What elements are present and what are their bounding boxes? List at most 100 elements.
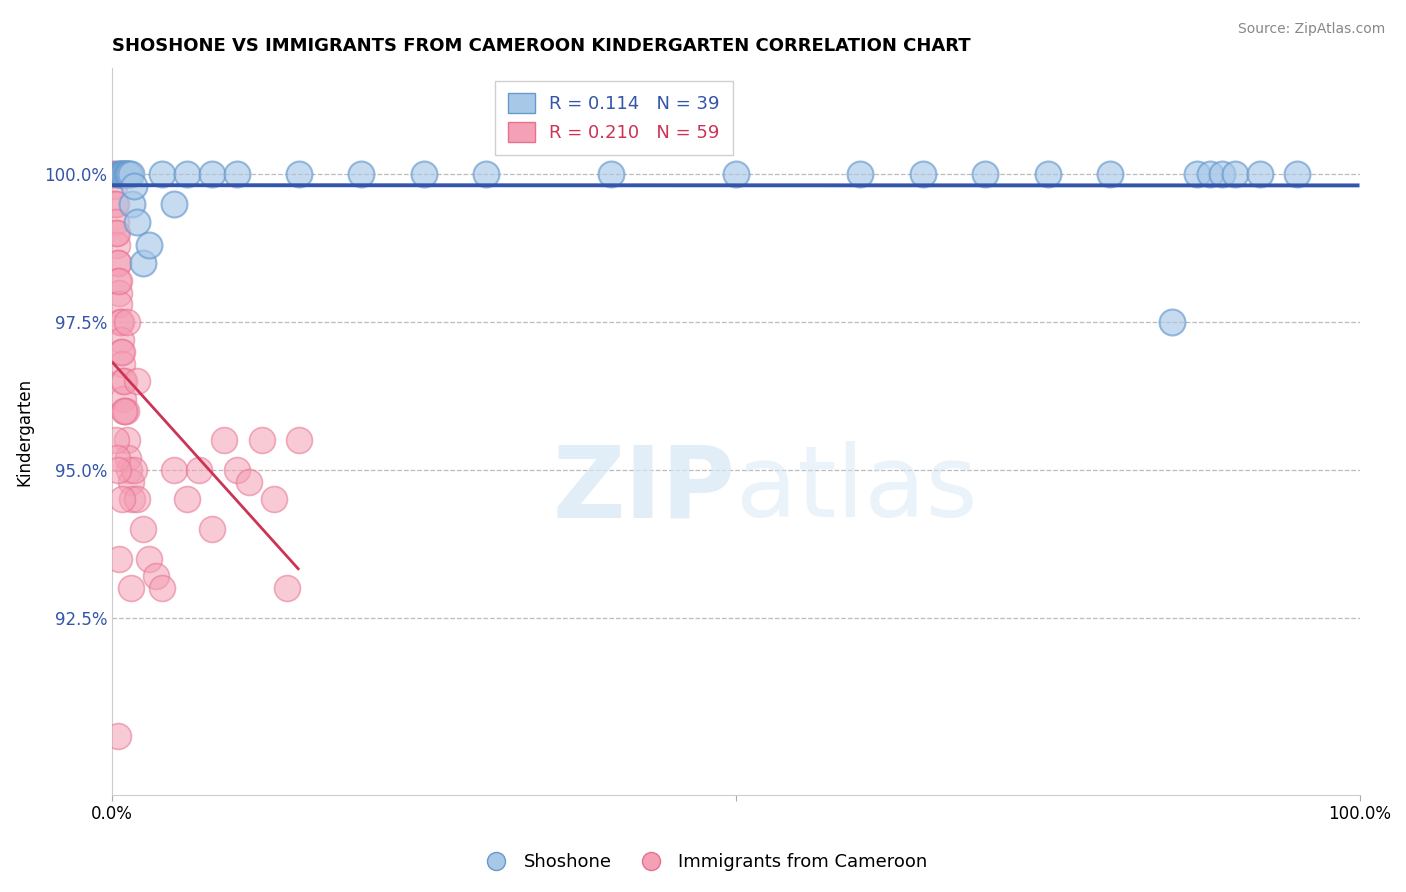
Point <box>107 256 129 270</box>
Point <box>108 315 131 329</box>
Point <box>110 344 132 359</box>
Point <box>105 227 128 241</box>
Point <box>114 404 136 418</box>
Point <box>1211 167 1233 181</box>
Point <box>163 197 186 211</box>
Point <box>120 167 142 181</box>
Point <box>163 463 186 477</box>
Point <box>114 404 136 418</box>
Point <box>475 167 498 181</box>
Point <box>115 434 138 448</box>
Point <box>112 374 135 388</box>
Point <box>103 167 125 181</box>
Point <box>124 179 146 194</box>
Point <box>104 197 127 211</box>
Point <box>110 333 132 347</box>
Point <box>1098 167 1121 181</box>
Point <box>176 492 198 507</box>
Point <box>121 492 143 507</box>
Point <box>104 214 127 228</box>
Point <box>114 374 136 388</box>
Point <box>125 214 148 228</box>
Point <box>138 551 160 566</box>
Point <box>115 167 138 181</box>
Point <box>108 297 131 311</box>
Point <box>114 167 136 181</box>
Point <box>276 581 298 595</box>
Point <box>212 434 235 448</box>
Point <box>114 167 136 181</box>
Point <box>1161 315 1184 329</box>
Point <box>108 274 131 288</box>
Point <box>188 463 211 477</box>
Point <box>124 463 146 477</box>
Point <box>111 167 134 181</box>
Point <box>105 451 128 466</box>
Point <box>120 475 142 489</box>
Point <box>111 344 134 359</box>
Point <box>115 315 138 329</box>
Point <box>724 167 747 181</box>
Point <box>145 569 167 583</box>
Point <box>132 256 155 270</box>
Point <box>118 463 141 477</box>
Legend: Shoshone, Immigrants from Cameroon: Shoshone, Immigrants from Cameroon <box>471 847 935 879</box>
Y-axis label: Kindergarten: Kindergarten <box>15 377 32 485</box>
Text: SHOSHONE VS IMMIGRANTS FROM CAMEROON KINDERGARTEN CORRELATION CHART: SHOSHONE VS IMMIGRANTS FROM CAMEROON KIN… <box>112 37 970 55</box>
Point <box>974 167 997 181</box>
Point <box>118 167 141 181</box>
Point <box>104 197 127 211</box>
Point <box>1286 167 1309 181</box>
Point <box>107 729 129 743</box>
Point <box>111 357 134 371</box>
Point <box>107 256 129 270</box>
Point <box>110 315 132 329</box>
Point <box>288 434 311 448</box>
Point <box>110 167 132 181</box>
Point <box>117 451 139 466</box>
Point <box>250 434 273 448</box>
Point <box>125 492 148 507</box>
Point <box>112 167 135 181</box>
Point <box>238 475 260 489</box>
Point <box>1198 167 1220 181</box>
Point <box>201 522 224 536</box>
Point <box>176 167 198 181</box>
Point <box>1187 167 1209 181</box>
Point <box>288 167 311 181</box>
Point <box>111 492 134 507</box>
Point <box>112 392 135 406</box>
Point <box>150 581 173 595</box>
Point <box>108 285 131 300</box>
Point <box>121 197 143 211</box>
Text: ZIP: ZIP <box>553 442 735 538</box>
Text: atlas: atlas <box>735 442 977 538</box>
Point <box>225 463 247 477</box>
Point <box>108 167 131 181</box>
Point <box>201 167 224 181</box>
Point <box>1036 167 1059 181</box>
Point <box>600 167 623 181</box>
Point <box>107 463 129 477</box>
Point <box>104 434 127 448</box>
Point <box>108 551 131 566</box>
Point <box>120 581 142 595</box>
Point <box>263 492 285 507</box>
Point <box>105 238 128 252</box>
Point <box>150 167 173 181</box>
Point <box>138 238 160 252</box>
Point <box>117 167 139 181</box>
Point <box>105 227 128 241</box>
Point <box>849 167 872 181</box>
Point <box>125 374 148 388</box>
Point <box>103 167 125 181</box>
Point <box>412 167 434 181</box>
Point <box>911 167 934 181</box>
Point <box>114 404 136 418</box>
Point <box>225 167 247 181</box>
Point <box>1223 167 1246 181</box>
Point <box>350 167 373 181</box>
Point <box>103 167 125 181</box>
Legend: R = 0.114   N = 39, R = 0.210   N = 59: R = 0.114 N = 39, R = 0.210 N = 59 <box>495 80 733 154</box>
Point <box>132 522 155 536</box>
